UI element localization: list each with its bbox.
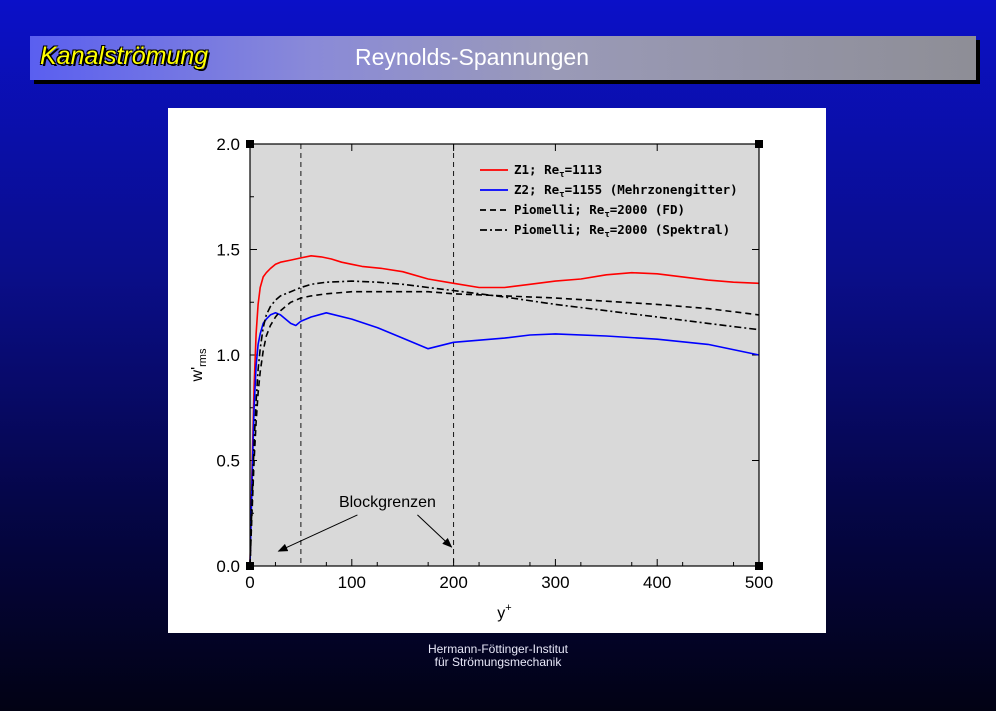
y-tick-label-3: 1.5	[216, 241, 240, 260]
series-line-3	[249, 280, 760, 567]
annotation-blockgrenzen: Blockgrenzen	[339, 494, 436, 511]
legend-label-2: Piomelli; Reτ=2000 (FD)	[514, 202, 685, 220]
plot-background	[250, 144, 759, 566]
x-tick-label-4: 400	[643, 573, 671, 592]
y-axis-title: w'rms	[189, 348, 209, 382]
y-tick-label-2: 1.0	[216, 346, 240, 365]
y-tick-label-4: 2.0	[216, 135, 240, 154]
y-tick-label-1: 0.5	[216, 452, 240, 471]
reynolds-stress-chart: 0 100 200 300 400 500 0.0 0.5 1.0 1.5 2.0 Z1; Reτ=1…	[189, 135, 773, 622]
series-line-1	[249, 312, 760, 567]
chart-panel: 0 100 200 300 400 500 0.0 0.5 1.0 1.5 2.0 Z1; Reτ=1…	[168, 108, 826, 633]
x-tick-label-0: 0	[245, 573, 254, 592]
legend-label-1: Z2; Reτ=1155 (Mehrzonengitter)	[514, 182, 738, 200]
legend-label-0: Z1; Reτ=1113	[514, 162, 602, 180]
x-tick-label-3: 300	[541, 573, 569, 592]
annotation-arrow-1	[417, 514, 453, 548]
x-axis-title: y+	[497, 602, 511, 622]
footer-institute: Hermann-Föttinger-Institut	[427, 642, 569, 656]
corner-marker-2	[246, 562, 254, 570]
footer-department: für Strömungsmechanik	[434, 655, 562, 669]
annotation-arrow-0	[277, 514, 358, 552]
corner-marker-3	[755, 562, 763, 570]
legend-label-3: Piomelli; Reτ=2000 (Spektral)	[514, 222, 730, 240]
x-tick-label-5: 500	[745, 573, 773, 592]
corner-marker-0	[246, 140, 254, 148]
y-tick-label-0: 0.0	[216, 557, 240, 576]
series-line-0	[249, 255, 760, 567]
page-title: Reynolds-Spannungen	[355, 44, 590, 70]
plot-frame	[249, 143, 760, 567]
header-banner: Kanalströmung Reynolds-Spannungen	[30, 36, 976, 80]
footer: Hermann-Föttinger-Institut für Strömungs…	[0, 643, 996, 669]
section-title: Kanalströmung	[40, 42, 209, 70]
corner-marker-1	[755, 140, 763, 148]
series-line-2	[249, 290, 760, 567]
x-tick-label-1: 100	[338, 573, 366, 592]
x-tick-label-2: 200	[439, 573, 467, 592]
